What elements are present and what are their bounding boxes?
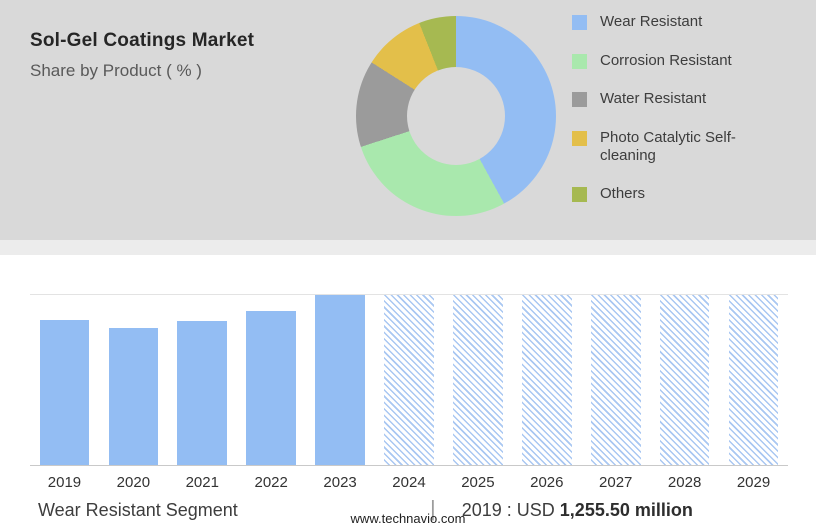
legend-swatch-icon [572, 15, 587, 30]
footer-separator: | [430, 496, 436, 521]
donut-chart-wrap [356, 16, 556, 216]
legend-item: Others [572, 185, 750, 203]
bar-slot [719, 294, 788, 465]
historic-bar [108, 328, 159, 465]
gridline [30, 294, 788, 295]
footer: Wear Resistant Segment | 2019 : USD 1,25… [38, 496, 786, 522]
value-amount: 1,255.50 million [559, 500, 693, 520]
legend-swatch-icon [572, 187, 587, 203]
legend-label: Corrosion Resistant [600, 51, 732, 69]
legend-swatch-icon [572, 131, 587, 147]
forecast-bar [728, 294, 779, 465]
legend-item: Photo Catalytic Self-cleaning [572, 129, 750, 164]
page-subtitle: Share by Product ( % ) [30, 61, 202, 80]
forecast-bar [521, 294, 572, 465]
page-title: Sol-Gel Coatings Market [30, 30, 255, 51]
historic-bar [177, 321, 228, 465]
forecast-bar [384, 294, 434, 465]
legend-item: Corrosion Resistant [572, 52, 750, 70]
value-prefix: 2019 : USD [461, 500, 555, 520]
x-axis-label: 2027 [599, 474, 633, 491]
bar-slot [306, 294, 375, 465]
donut-chart [356, 16, 556, 216]
historic-bar [39, 319, 90, 465]
bar-chart-section: 2019 2020 2021 2022 2023 2024 2025 2026 2027 2028… [0, 255, 816, 528]
legend-item: Water Resistant [572, 90, 750, 108]
legend: Wear Resistant Corrosion Resistant Water R… [572, 13, 750, 224]
legend-label: Water Resistant [600, 90, 707, 108]
historic-bar [315, 294, 365, 465]
x-axis-label: 2020 [116, 474, 151, 491]
bar-slot [443, 294, 512, 465]
bar-slot [237, 294, 306, 465]
x-axis-label: 2029 [736, 474, 771, 491]
bar-slot [512, 294, 581, 465]
titles-block: Sol-Gel Coatings Market Share by Product… [30, 30, 254, 81]
x-axis-label: 2021 [185, 474, 219, 491]
forecast-bar [590, 294, 641, 465]
x-axis-label: 2019 [47, 474, 82, 491]
historic-bar [246, 311, 296, 465]
legend-swatch-icon [572, 92, 587, 108]
website-link[interactable]: www.technavio.com [350, 511, 466, 526]
x-axis-label: 2025 [461, 474, 495, 491]
bar-slot [581, 294, 650, 465]
legend-label: Photo Catalytic Self-cleaning [600, 129, 736, 164]
legend-item: Wear Resistant [572, 13, 750, 31]
legend-swatch-icon [572, 53, 587, 69]
x-axis-label: 2028 [667, 474, 702, 491]
forecast-bar [453, 294, 503, 465]
segment-label: Wear Resistant Segment [38, 500, 238, 520]
x-axis-labels: 2019 2020 2021 2022 2023 2024 2025 2026 2027 2028… [30, 466, 788, 491]
header-section: Sol-Gel Coatings Market Share by Product… [0, 0, 816, 240]
bar-chart: 2019 2020 2021 2022 2023 2024 2025 2026 2027 2028… [30, 294, 788, 491]
x-axis-label: 2022 [254, 474, 288, 491]
legend-label: Others [600, 185, 646, 203]
legend-label: Wear Resistant [600, 13, 703, 30]
bar-plot-area [30, 294, 788, 466]
x-axis-label: 2026 [530, 474, 564, 491]
bar-slot [99, 294, 168, 465]
bar-slot [30, 294, 99, 465]
segment-value: 2019 : USD 1,255.50 million [462, 500, 693, 521]
bar-slot [168, 294, 237, 465]
forecast-bar [659, 294, 710, 465]
x-axis-label: 2024 [392, 474, 426, 491]
bar-slot [650, 294, 719, 465]
bar-row [30, 294, 788, 465]
donut-hole [407, 67, 505, 165]
x-axis-label: 2023 [323, 474, 357, 491]
bar-slot [375, 294, 444, 465]
